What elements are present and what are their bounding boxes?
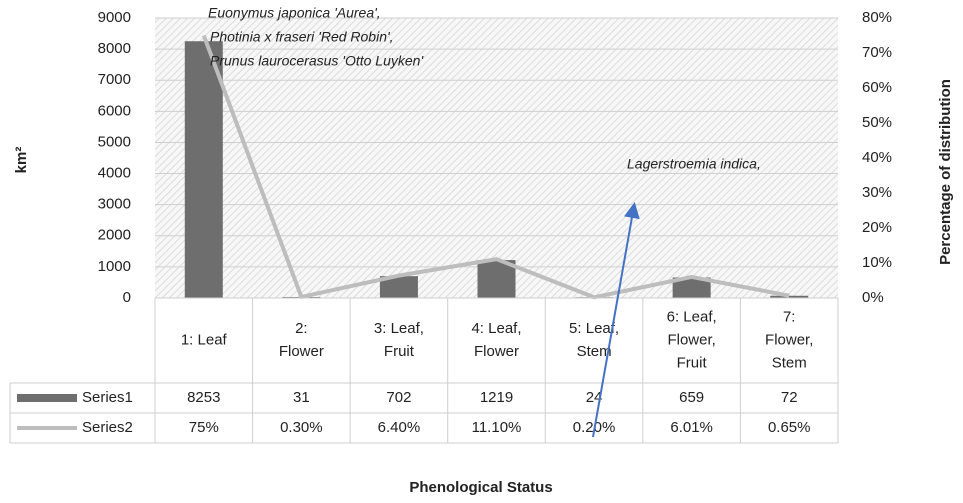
y-tick-label: 2000 bbox=[98, 227, 131, 244]
table-value: 8253 bbox=[187, 389, 220, 406]
annotation: Lagerstroemia indica, bbox=[627, 156, 761, 172]
table-value: 659 bbox=[679, 389, 704, 406]
y-tick-label: 8000 bbox=[98, 40, 131, 57]
y2-tick-label: 70% bbox=[862, 44, 892, 61]
y-tick-label: 3000 bbox=[98, 196, 131, 213]
table-value: 75% bbox=[189, 419, 219, 436]
table-value: 0.30% bbox=[280, 419, 323, 436]
category-label: 2: bbox=[295, 320, 308, 337]
category-label: 1: Leaf bbox=[181, 331, 228, 348]
y2-tick-label: 30% bbox=[862, 184, 892, 201]
category-label: Stem bbox=[577, 343, 612, 360]
legend-key bbox=[17, 394, 77, 402]
y2-tick-label: 60% bbox=[862, 79, 892, 96]
y-tick-label: 7000 bbox=[98, 71, 131, 88]
annotation: Euonymus japonica 'Aurea', bbox=[208, 5, 381, 21]
y-tick-label: 0 bbox=[123, 289, 131, 306]
y2-tick-label: 10% bbox=[862, 254, 892, 271]
bar bbox=[477, 260, 516, 298]
bar bbox=[672, 277, 711, 298]
category-label: Flower, bbox=[667, 331, 715, 348]
category-label: 7: bbox=[783, 308, 796, 325]
category-label: 6: Leaf, bbox=[667, 308, 717, 325]
category-label: Stem bbox=[772, 354, 807, 371]
table-value: 702 bbox=[386, 389, 411, 406]
category-label: Fruit bbox=[384, 343, 415, 360]
y2-tick-label: 20% bbox=[862, 219, 892, 236]
y-axis-title: km² bbox=[13, 147, 30, 174]
y-tick-label: 5000 bbox=[98, 133, 131, 150]
y2-tick-label: 40% bbox=[862, 149, 892, 166]
y-tick-label: 9000 bbox=[98, 9, 131, 26]
table-value: 0.65% bbox=[768, 419, 811, 436]
table-value: 72 bbox=[781, 389, 798, 406]
y-tick-label: 4000 bbox=[98, 165, 131, 182]
annotation: Prunus laurocerasus 'Otto Luyken' bbox=[210, 53, 424, 69]
category-label: Fruit bbox=[677, 354, 708, 371]
y-tick-label: 6000 bbox=[98, 102, 131, 119]
annotation: Photinia x fraseri 'Red Robin', bbox=[210, 29, 394, 45]
legend-label: Series1 bbox=[82, 389, 133, 406]
category-label: 4: Leaf, bbox=[471, 320, 521, 337]
y2-tick-label: 80% bbox=[862, 9, 892, 26]
bar bbox=[770, 295, 809, 298]
bar bbox=[379, 276, 418, 298]
category-label: Flower, bbox=[765, 331, 813, 348]
y2-tick-label: 0% bbox=[862, 289, 884, 306]
line bbox=[201, 34, 790, 300]
y2-axis-title: Percentage of distribution bbox=[937, 79, 954, 265]
table-value: 6.01% bbox=[670, 419, 713, 436]
table-value: 11.10% bbox=[472, 419, 522, 436]
legend-label: Series2 bbox=[82, 419, 133, 436]
category-label: Flower bbox=[279, 343, 324, 360]
category-label: 3: Leaf, bbox=[374, 320, 424, 337]
y2-tick-label: 50% bbox=[862, 114, 892, 131]
arrow bbox=[592, 202, 640, 438]
y-tick-label: 1000 bbox=[98, 258, 131, 275]
table-value: 1219 bbox=[480, 389, 513, 406]
category-label: 5: Leaf, bbox=[569, 320, 619, 337]
bar bbox=[184, 41, 223, 299]
x-axis-title: Phenological Status bbox=[409, 479, 552, 496]
table-value: 6.40% bbox=[378, 419, 421, 436]
table-value: 31 bbox=[293, 389, 310, 406]
plot-background bbox=[155, 18, 838, 298]
table-value: 24 bbox=[586, 389, 603, 406]
category-label: Flower bbox=[474, 343, 519, 360]
